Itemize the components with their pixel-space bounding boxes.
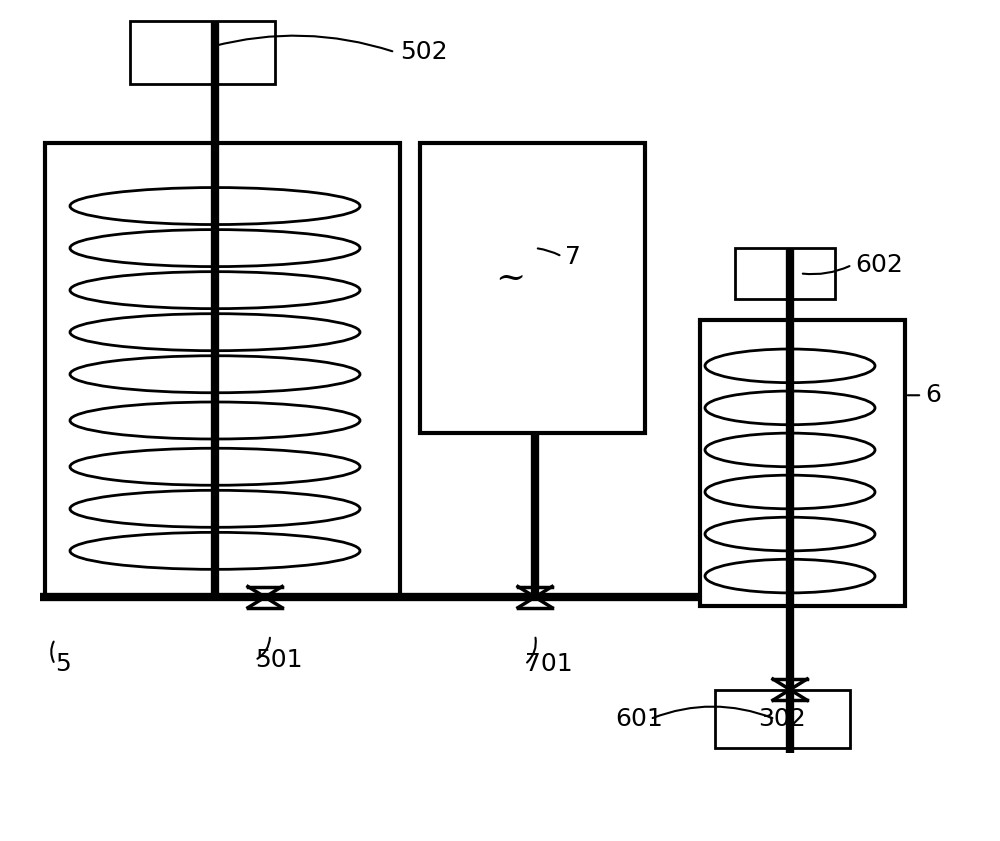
Text: 6: 6 <box>925 383 941 407</box>
Text: 5: 5 <box>55 653 71 676</box>
Bar <box>715 690 850 748</box>
Bar <box>45 143 400 597</box>
Text: 302: 302 <box>759 707 806 731</box>
Text: ~: ~ <box>495 261 525 294</box>
Text: 701: 701 <box>525 653 573 676</box>
Text: 501: 501 <box>255 648 302 672</box>
Bar <box>130 21 275 84</box>
Text: 502: 502 <box>400 40 448 64</box>
Text: 7: 7 <box>565 245 581 268</box>
Text: 602: 602 <box>855 253 903 277</box>
Bar <box>700 320 905 606</box>
Text: 601: 601 <box>615 707 663 731</box>
Bar <box>420 143 645 433</box>
Bar <box>735 248 835 299</box>
